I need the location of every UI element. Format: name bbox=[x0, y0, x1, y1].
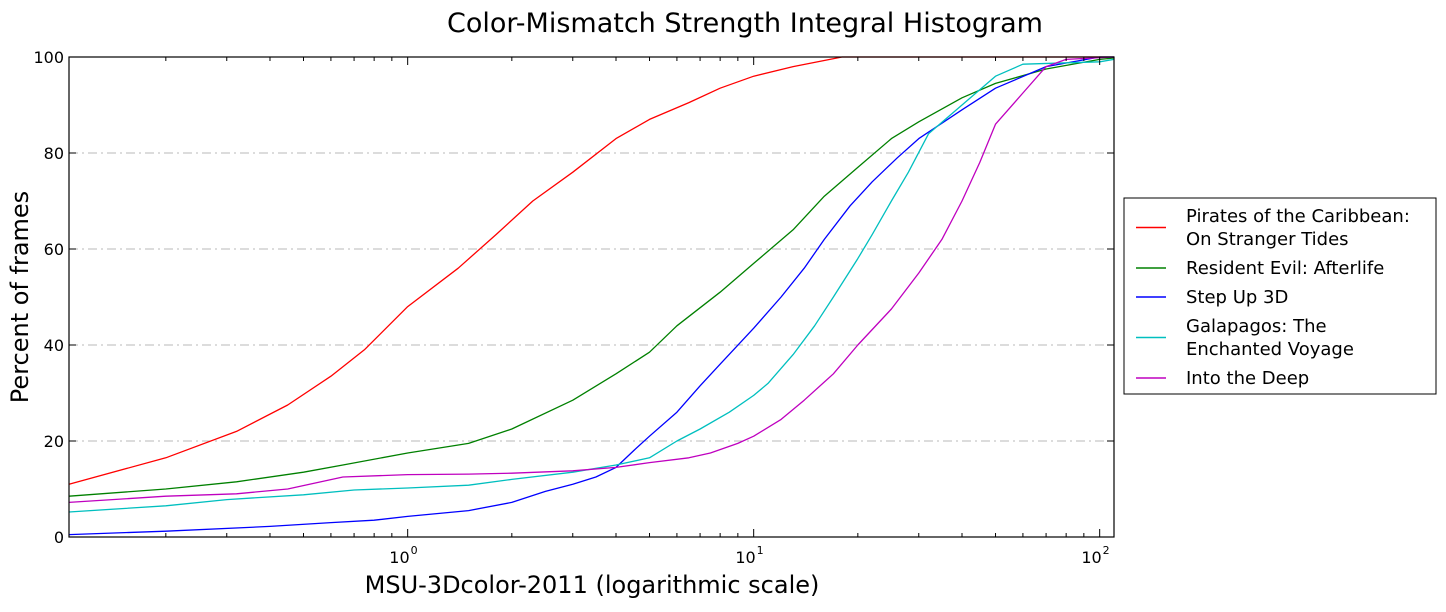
x-tick-label: 10 bbox=[735, 548, 755, 567]
series-line-resident-evil-afterlife bbox=[68, 57, 1115, 497]
plot-frame bbox=[68, 56, 1115, 538]
y-tick-label: 20 bbox=[44, 432, 64, 451]
series-lines bbox=[68, 56, 1115, 536]
x-tick-label: 10 bbox=[1081, 548, 1101, 567]
chart-title: Color-Mismatch Strength Integral Histogr… bbox=[447, 8, 1043, 39]
y-axis-label: Percent of frames bbox=[6, 191, 34, 403]
legend-label: Enchanted Voyage bbox=[1186, 339, 1354, 360]
x-tick-label-exponent: 2 bbox=[1103, 544, 1110, 557]
legend-label: Step Up 3D bbox=[1186, 287, 1288, 308]
y-tick-label: 40 bbox=[44, 336, 64, 355]
series-line-into-the-deep bbox=[68, 56, 1115, 504]
legend-box bbox=[1123, 197, 1437, 395]
series-line-pirates-of-the-caribbean bbox=[68, 56, 1114, 485]
x-axis-label: MSU-3Dcolor-2011 (logarithmic scale) bbox=[365, 571, 820, 599]
y-tick-label: 100 bbox=[33, 48, 64, 67]
y-tick-label: 80 bbox=[44, 144, 64, 163]
legend-label: Pirates of the Caribbean: bbox=[1186, 206, 1410, 227]
legend: Pirates of the Caribbean:On Stranger Tid… bbox=[1123, 197, 1437, 395]
legend-label: On Stranger Tides bbox=[1186, 229, 1349, 250]
legend-label: Galapagos: The bbox=[1186, 316, 1327, 337]
x-tick-label: 10 bbox=[389, 548, 409, 567]
x-tick-label-exponent: 0 bbox=[411, 544, 418, 557]
y-tick-label: 60 bbox=[44, 240, 64, 259]
y-tick-label: 0 bbox=[54, 528, 64, 547]
x-tick-label-exponent: 1 bbox=[757, 544, 764, 557]
grid bbox=[69, 152, 1114, 442]
series-line-galapagos-the bbox=[68, 58, 1115, 513]
series-line-step-up-3d bbox=[68, 56, 1114, 536]
legend-label: Into the Deep bbox=[1186, 368, 1309, 389]
legend-label: Resident Evil: Afterlife bbox=[1186, 258, 1384, 279]
